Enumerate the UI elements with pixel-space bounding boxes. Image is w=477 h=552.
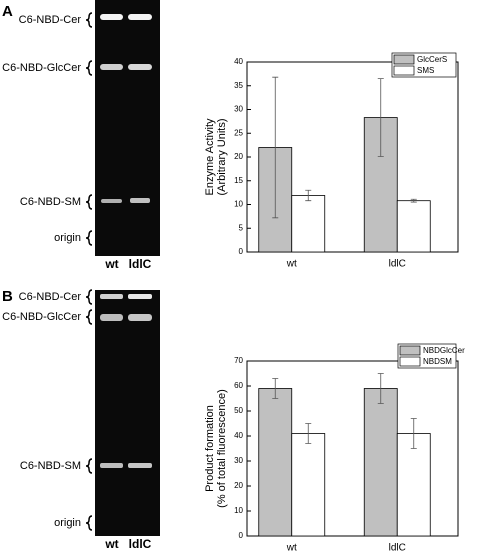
y-axis-label: Enzyme Activity: [204, 118, 216, 196]
x-tick-label: wt: [286, 259, 297, 270]
gel-label: C6-NBD-Cer: [19, 14, 82, 26]
y-tick-label: 40: [234, 57, 243, 66]
x-tick-label: ldlC: [389, 259, 406, 270]
brace: [85, 194, 93, 210]
gel-label: C6-NBD-GlcCer: [2, 62, 81, 74]
y-axis-label: (% of total fluorescence): [216, 389, 228, 508]
lane-label: ldlC: [129, 257, 152, 271]
error-bar: [377, 373, 384, 404]
gel-label: C6-NBD-SM: [20, 460, 81, 472]
error-bar: [410, 198, 417, 203]
gel-image: [95, 290, 160, 536]
error-bar: [377, 78, 384, 157]
bar: [258, 388, 293, 537]
gel-band: [128, 314, 152, 321]
gel-band: [128, 294, 152, 299]
legend-swatch: [393, 54, 415, 65]
y-tick-label: 0: [239, 247, 244, 256]
legend-label: GlcCerS: [417, 55, 447, 64]
error-bar: [305, 423, 312, 444]
y-tick-label: 30: [234, 456, 243, 465]
panel-letter: A: [2, 3, 13, 20]
y-tick-label: 20: [234, 152, 243, 161]
legend-swatch: [399, 345, 421, 356]
plot-frame: [246, 360, 459, 537]
bar: [291, 433, 326, 537]
y-tick-label: 0: [239, 531, 244, 540]
gel-band: [101, 199, 122, 203]
legend-label: NBDGlcCer: [423, 346, 465, 355]
brace: [85, 515, 93, 531]
y-tick-label: 10: [234, 506, 243, 515]
y-tick-label: 35: [234, 81, 243, 90]
y-tick-label: 60: [234, 381, 243, 390]
panel-letter: B: [2, 288, 13, 305]
error-bar: [410, 418, 417, 449]
legend-swatch: [399, 356, 421, 367]
y-tick-label: 70: [234, 356, 243, 365]
bar: [396, 433, 431, 537]
y-axis-label: Product formation: [204, 405, 216, 492]
gel-label: origin: [54, 517, 81, 529]
error-bar: [272, 76, 279, 219]
gel-band: [128, 64, 152, 70]
gel-label: C6-NBD-SM: [20, 196, 81, 208]
y-tick-label: 20: [234, 481, 243, 490]
gel-band: [100, 463, 123, 468]
y-tick-label: 25: [234, 128, 243, 137]
gel-band: [100, 14, 123, 20]
gel-band: [100, 314, 123, 321]
gel-band: [128, 14, 152, 20]
y-tick-label: 30: [234, 105, 243, 114]
brace: [85, 12, 93, 28]
brace: [85, 458, 93, 474]
y-axis-label: (Arbitrary Units): [216, 118, 228, 195]
y-tick-label: 40: [234, 431, 243, 440]
gel-image: [95, 0, 160, 256]
legend-swatch: [393, 65, 415, 76]
error-bar: [305, 189, 312, 202]
y-tick-label: 50: [234, 406, 243, 415]
y-tick-label: 5: [239, 223, 244, 232]
gel-band: [128, 463, 152, 468]
y-tick-label: 10: [234, 200, 243, 209]
gel-band: [100, 294, 123, 299]
gel-label: C6-NBD-GlcCer: [2, 311, 81, 323]
gel-band: [130, 198, 150, 203]
x-tick-label: wt: [286, 543, 297, 552]
lane-label: ldlC: [129, 537, 152, 551]
error-bar: [272, 378, 279, 399]
brace: [85, 60, 93, 76]
bar: [291, 195, 326, 253]
x-tick-label: ldlC: [389, 543, 406, 552]
legend-label: SMS: [417, 66, 434, 75]
gel-label: C6-NBD-Cer: [19, 291, 82, 303]
bar: [363, 388, 398, 537]
gel-label: origin: [54, 232, 81, 244]
brace: [85, 230, 93, 246]
gel-band: [100, 64, 123, 70]
y-tick-label: 15: [234, 176, 243, 185]
bar: [396, 200, 431, 253]
brace: [85, 289, 93, 305]
lane-label: wt: [104, 257, 118, 271]
legend-label: NBDSM: [423, 357, 452, 366]
brace: [85, 309, 93, 325]
lane-label: wt: [104, 537, 118, 551]
